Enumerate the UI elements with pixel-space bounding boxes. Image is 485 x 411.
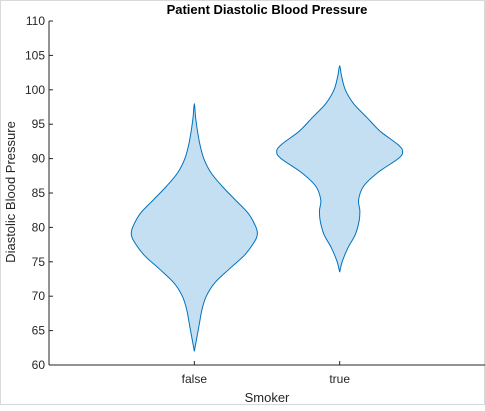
x-axis-label: Smoker: [245, 390, 290, 405]
y-tick-label: 70: [32, 289, 46, 303]
y-tick-label: 75: [32, 255, 46, 269]
y-axis-label: Diastolic Blood Pressure: [3, 121, 18, 263]
y-tick-label: 90: [32, 152, 46, 166]
x-tick-label: false: [182, 372, 208, 386]
violin-true: [276, 65, 404, 273]
y-tick-label: 80: [32, 220, 46, 234]
y-tick-label: 60: [32, 358, 46, 372]
axes: [48, 20, 485, 366]
x-tick-label: true: [329, 372, 350, 386]
violin-false: [130, 103, 258, 352]
y-tick-label: 100: [25, 83, 45, 97]
y-tick-label: 65: [32, 324, 46, 338]
chart-title: Patient Diastolic Blood Pressure: [167, 2, 368, 17]
tick-labels: 60 65 70 75 80 85 90 95 100 105 110 false true: [25, 14, 350, 386]
y-tick-label: 85: [32, 186, 46, 200]
y-tick-label: 95: [32, 117, 46, 131]
violins: [130, 65, 404, 352]
y-tick-label: 110: [26, 14, 45, 28]
y-tick-label: 105: [25, 48, 45, 62]
